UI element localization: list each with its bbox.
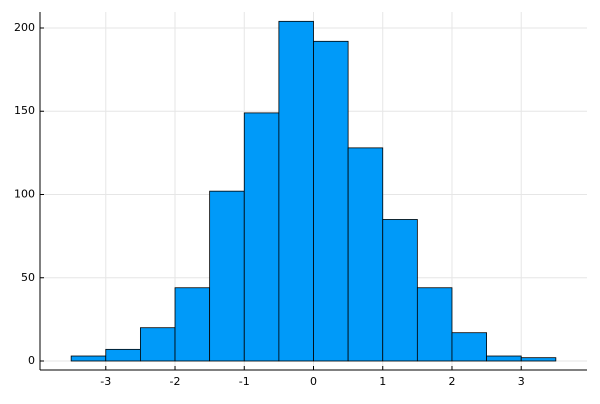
y-tick-label: 100 — [14, 187, 35, 200]
bar — [451, 332, 488, 362]
x-tick-label: 2 — [448, 375, 455, 388]
bar — [209, 190, 245, 362]
bar — [139, 327, 176, 362]
y-tick-label: 200 — [14, 21, 35, 34]
x-tick-label: -3 — [100, 375, 111, 388]
bar — [174, 287, 211, 362]
bar — [313, 40, 349, 362]
y-tick-label: 0 — [28, 354, 35, 367]
x-tick-label: -2 — [170, 375, 181, 388]
x-tick-label: 1 — [379, 375, 386, 388]
bar — [486, 355, 522, 362]
bar — [243, 112, 280, 362]
bar — [347, 147, 384, 362]
y-tick-label: 150 — [14, 104, 35, 117]
bar — [520, 357, 557, 362]
x-tick-label: 3 — [518, 375, 525, 388]
x-tick-label: 0 — [310, 375, 317, 388]
bar — [70, 355, 107, 362]
bar — [416, 287, 453, 362]
bar — [278, 20, 314, 362]
x-tick-label: -1 — [239, 375, 250, 388]
bar — [382, 219, 418, 362]
y-tick-label: 50 — [21, 271, 35, 284]
bar — [105, 348, 141, 362]
